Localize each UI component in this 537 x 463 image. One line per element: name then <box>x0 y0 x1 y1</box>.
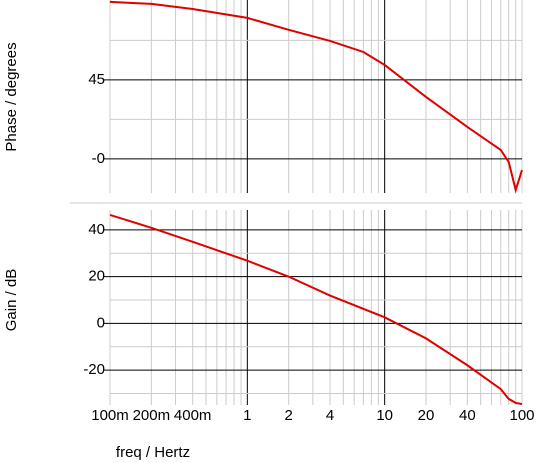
x-tick-label: 400m <box>174 407 212 424</box>
y-tick-label: 40 <box>88 221 105 238</box>
y-axis-label: Phase / degrees <box>3 42 20 151</box>
x-tick-label: 200m <box>133 407 171 424</box>
y-axis-label: Gain / dB <box>3 269 20 332</box>
x-tick-label: 20 <box>418 407 435 424</box>
y-tick-label: 45 <box>88 71 105 88</box>
x-axis-label: freq / Hertz <box>116 444 190 461</box>
x-tick-label: 100 <box>509 407 534 424</box>
data-line <box>109 213 523 406</box>
x-tick-label: 100m <box>91 407 129 424</box>
x-tick-label: 40 <box>459 407 476 424</box>
data-line <box>109 0 523 194</box>
y-tick-label: -20 <box>83 361 105 378</box>
x-tick-label: 2 <box>285 407 293 424</box>
x-tick-label: 10 <box>376 407 393 424</box>
y-tick-label: 0 <box>97 314 105 331</box>
y-tick-label: 20 <box>88 268 105 285</box>
x-tick-label: 4 <box>326 407 334 424</box>
x-tick-label: 1 <box>243 407 251 424</box>
y-tick-label: -0 <box>92 150 105 167</box>
